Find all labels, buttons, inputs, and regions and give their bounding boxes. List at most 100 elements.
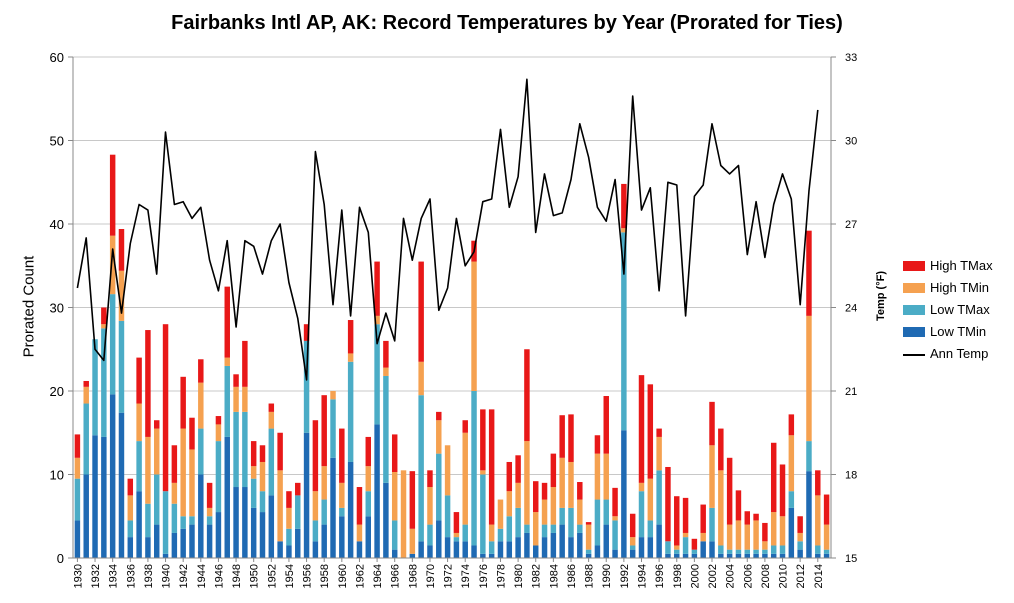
- x-tick-label: 1990: [601, 564, 613, 588]
- bar-low_tmax-1983: [541, 524, 548, 538]
- legend-label-high-tmin: High TMin: [930, 280, 990, 295]
- bar-low_tmin-1963: [365, 516, 371, 558]
- bar-high_tmax-1949: [242, 340, 248, 387]
- bar-low_tmax-1942: [180, 516, 186, 529]
- bar-high_tmin-1995: [647, 478, 654, 521]
- bar-high_tmax-1955: [295, 482, 301, 496]
- bar-low_tmin-1937: [136, 491, 142, 558]
- bar-high_tmin-1934: [109, 235, 116, 295]
- x-tick-label: 1934: [108, 564, 120, 588]
- bar-high_tmin-1949: [242, 386, 248, 412]
- bar-low_tmin-2007: [753, 553, 759, 558]
- bar-low_tmax-2015: [823, 549, 830, 554]
- bar-high_tmax-1939: [154, 420, 160, 429]
- bar-low_tmax-1964: [374, 324, 380, 425]
- bar-high_tmin-1966: [391, 471, 398, 521]
- legend-line-ann-temp: [903, 354, 925, 356]
- bar-low_tmin-1932: [92, 435, 98, 558]
- bar-low_tmax-1952: [268, 428, 275, 496]
- legend-item-low-tmax: Low TMax: [903, 302, 1013, 324]
- bar-high_tmin-2006: [744, 524, 750, 550]
- bar-high_tmin-2001: [700, 532, 706, 542]
- bar-high_tmax-1990: [603, 396, 609, 454]
- bar-low_tmin-2003: [718, 553, 724, 558]
- bar-low_tmin-1998: [674, 553, 680, 558]
- bar-low_tmax-1938: [145, 503, 151, 538]
- legend-item-high-tmax: High TMax: [903, 258, 1013, 280]
- x-tick-label: 1952: [266, 564, 278, 588]
- bar-low_tmin-1993: [629, 549, 636, 558]
- bar-high_tmin-1936: [127, 495, 134, 521]
- bar-low_tmin-1992: [621, 430, 627, 558]
- bar-high_tmin-1982: [533, 512, 539, 546]
- bar-low_tmax-2006: [744, 549, 750, 554]
- bar-high_tmax-1957: [312, 420, 319, 492]
- x-tick-label: 2010: [778, 564, 790, 588]
- x-tick-label: 2006: [742, 564, 754, 588]
- bar-low_tmin-1949: [242, 487, 248, 558]
- bar-low_tmin-1943: [189, 524, 195, 558]
- bar-low_tmax-2005: [735, 549, 742, 554]
- bar-high_tmin-1990: [603, 453, 609, 500]
- bar-low_tmin-1971: [436, 520, 442, 558]
- bar-high_tmax-1940: [162, 324, 169, 492]
- y2-tick-label: 21: [845, 386, 857, 398]
- bar-low_tmax-1939: [154, 474, 160, 525]
- bar-high_tmax-1980: [515, 455, 521, 483]
- bar-low_tmin-2000: [691, 553, 698, 558]
- bar-low_tmax-1991: [612, 520, 618, 550]
- bar-low_tmin-1989: [594, 545, 601, 558]
- bar-low_tmax-1997: [665, 541, 671, 554]
- bar-high_tmax-2012: [797, 516, 803, 533]
- bar-high_tmax-1973: [453, 512, 460, 533]
- bar-low_tmin-1966: [391, 549, 398, 558]
- bar-low_tmax-1940: [162, 491, 169, 554]
- bar-low_tmin-1996: [656, 524, 662, 558]
- x-tick-label: 1976: [478, 564, 490, 588]
- bar-high_tmin-1946: [215, 424, 222, 442]
- bar-high_tmin-1983: [541, 499, 548, 525]
- bar-low_tmax-2004: [726, 549, 733, 554]
- bar-low_tmin-1942: [180, 528, 186, 558]
- bar-high_tmax-2002: [709, 401, 715, 446]
- bar-high_tmin-1969: [418, 361, 424, 396]
- bar-low_tmax-1959: [330, 399, 336, 458]
- bar-low_tmin-1959: [330, 457, 336, 558]
- bar-low_tmin-1934: [109, 394, 116, 558]
- bar-high_tmax-1945: [206, 482, 213, 508]
- bar-high_tmax-1986: [568, 414, 574, 462]
- bar-low_tmax-1951: [259, 491, 266, 513]
- y2-tick-label: 18: [845, 470, 857, 482]
- bar-high_tmax-2004: [726, 457, 733, 525]
- bar-low_tmax-2011: [788, 491, 795, 508]
- bar-low_tmax-1972: [444, 495, 451, 538]
- bar-high_tmax-1985: [559, 415, 565, 458]
- bar-low_tmin-1940: [162, 553, 169, 558]
- legend-label-low-tmax: Low TMax: [930, 302, 990, 317]
- bar-low_tmax-1958: [321, 499, 327, 525]
- bar-low_tmax-1965: [383, 375, 389, 483]
- bar-high_tmax-1968: [409, 471, 416, 529]
- bar-low_tmin-1997: [665, 553, 671, 558]
- bar-low_tmin-1976: [480, 553, 486, 558]
- bar-low_tmin-1939: [154, 524, 160, 558]
- bar-high_tmax-1992: [621, 183, 627, 229]
- bar-low_tmin-2004: [726, 553, 733, 558]
- bar-high_tmin-2007: [753, 520, 759, 550]
- bar-high_tmin-1972: [444, 445, 451, 496]
- bar-low_tmin-1987: [577, 532, 583, 558]
- bar-high_tmin-1944: [198, 382, 204, 429]
- bar-low_tmax-1993: [629, 545, 636, 550]
- bar-low_tmax-1935: [118, 320, 125, 413]
- bar-high_tmax-1953: [277, 432, 283, 471]
- x-tick-label: 2002: [707, 564, 719, 588]
- bar-low_tmin-1960: [339, 516, 345, 558]
- x-tick-label: 1948: [231, 564, 243, 588]
- bar-high_tmax-2007: [753, 513, 759, 521]
- x-tick-label: 1974: [460, 564, 472, 588]
- bar-high_tmax-1963: [365, 436, 371, 467]
- bar-high_tmin-2015: [823, 524, 830, 550]
- bar-high_tmax-1938: [145, 330, 151, 437]
- bar-low_tmin-1990: [603, 524, 609, 558]
- bar-low_tmin-1948: [233, 487, 239, 558]
